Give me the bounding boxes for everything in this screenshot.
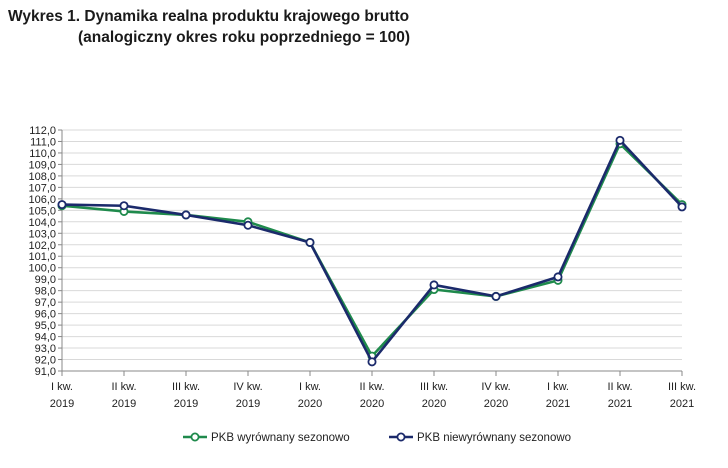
y-tick-label: 112,0 — [29, 125, 56, 137]
data-point — [615, 135, 625, 145]
x-tick-label-year: 2020 — [360, 398, 384, 410]
y-tick-label: 105,0 — [28, 205, 56, 217]
y-tick-label: 94,0 — [35, 332, 56, 344]
chart-title-line2: (analogiczny okres roku poprzedniego = 1… — [78, 29, 411, 46]
y-tick-label: 111,0 — [30, 136, 56, 148]
legend-label: PKB niewyrównany sezonowo — [417, 432, 571, 444]
y-tick-label: 106,0 — [28, 194, 56, 206]
data-point — [367, 357, 377, 367]
y-tick-label: 97,0 — [35, 297, 56, 309]
x-tick-label-quarter: III kw. — [420, 381, 448, 393]
y-tick-label: 95,0 — [35, 320, 56, 332]
data-point — [491, 291, 501, 301]
y-tick-label: 100,0 — [28, 263, 56, 275]
y-tick-label: 109,0 — [28, 159, 56, 171]
data-point — [181, 210, 191, 220]
chart-series — [57, 135, 687, 367]
data-point — [305, 237, 315, 247]
chart-title-line1: Wykres 1. Dynamika realna produktu krajo… — [8, 8, 410, 25]
x-tick-label-year: 2019 — [112, 398, 136, 410]
y-tick-label: 110,0 — [29, 148, 56, 160]
data-point — [553, 272, 563, 282]
x-tick-label-year: 2020 — [422, 398, 446, 410]
x-tick-label-quarter: IV kw. — [481, 381, 510, 393]
data-point — [57, 200, 67, 210]
x-tick-label-quarter: II kw. — [359, 381, 384, 393]
y-tick-label: 104,0 — [28, 217, 56, 229]
x-tick-label-quarter: I kw. — [51, 381, 73, 393]
series-line — [61, 139, 683, 364]
y-tick-label: 93,0 — [35, 343, 56, 355]
data-point — [677, 202, 687, 212]
y-tick-label: 107,0 — [28, 182, 56, 194]
x-tick-label-quarter: III kw. — [668, 381, 696, 393]
y-axis-tick-labels: 91,092,093,094,095,096,097,098,099,0100,… — [28, 125, 56, 378]
y-tick-label: 103,0 — [28, 228, 56, 240]
x-tick-label-year: 2019 — [236, 398, 260, 410]
x-tick-label-quarter: II kw. — [607, 381, 632, 393]
y-tick-label: 91,0 — [35, 366, 56, 378]
x-tick-label-quarter: III kw. — [172, 381, 200, 393]
y-tick-label: 108,0 — [28, 171, 56, 183]
data-point — [119, 201, 129, 211]
data-point — [243, 220, 253, 230]
x-tick-label-quarter: I kw. — [547, 381, 569, 393]
x-tick-label-quarter: I kw. — [299, 381, 321, 393]
x-axis-tick-labels: I kw. 2019 II kw. 2019 III kw. 2019 IV kw. 2019… — [50, 381, 696, 410]
y-tick-label: 96,0 — [35, 309, 56, 321]
series-2 — [57, 135, 687, 367]
x-tick-label-year: 2019 — [50, 398, 74, 410]
x-tick-label-year: 2021 — [670, 398, 694, 410]
y-tick-label: 98,0 — [35, 286, 56, 298]
y-tick-label: 102,0 — [28, 240, 56, 252]
data-point — [429, 280, 439, 290]
chart-title: Wykres 1. Dynamika realna produktu krajo… — [8, 6, 410, 48]
y-tick-label: 99,0 — [35, 274, 56, 286]
chart-legend: PKB wyrównany sezonowo PKB niewyrównany s… — [183, 432, 571, 444]
legend-label: PKB wyrównany sezonowo — [211, 432, 350, 444]
x-tick-label-year: 2019 — [174, 398, 198, 410]
chart-gridlines — [62, 129, 682, 372]
x-tick-label-year: 2021 — [546, 398, 570, 410]
series-1 — [57, 139, 687, 361]
x-tick-label-year: 2020 — [298, 398, 322, 410]
y-tick-label: 101,0 — [28, 251, 56, 263]
x-tick-label-quarter: II kw. — [111, 381, 136, 393]
legend-marker — [190, 432, 200, 442]
x-tick-label-year: 2020 — [484, 398, 508, 410]
x-tick-label-year: 2021 — [608, 398, 632, 410]
legend-marker — [396, 432, 406, 442]
y-tick-label: 92,0 — [35, 355, 56, 367]
chart-axes — [58, 129, 683, 376]
x-tick-label-quarter: IV kw. — [233, 381, 262, 393]
